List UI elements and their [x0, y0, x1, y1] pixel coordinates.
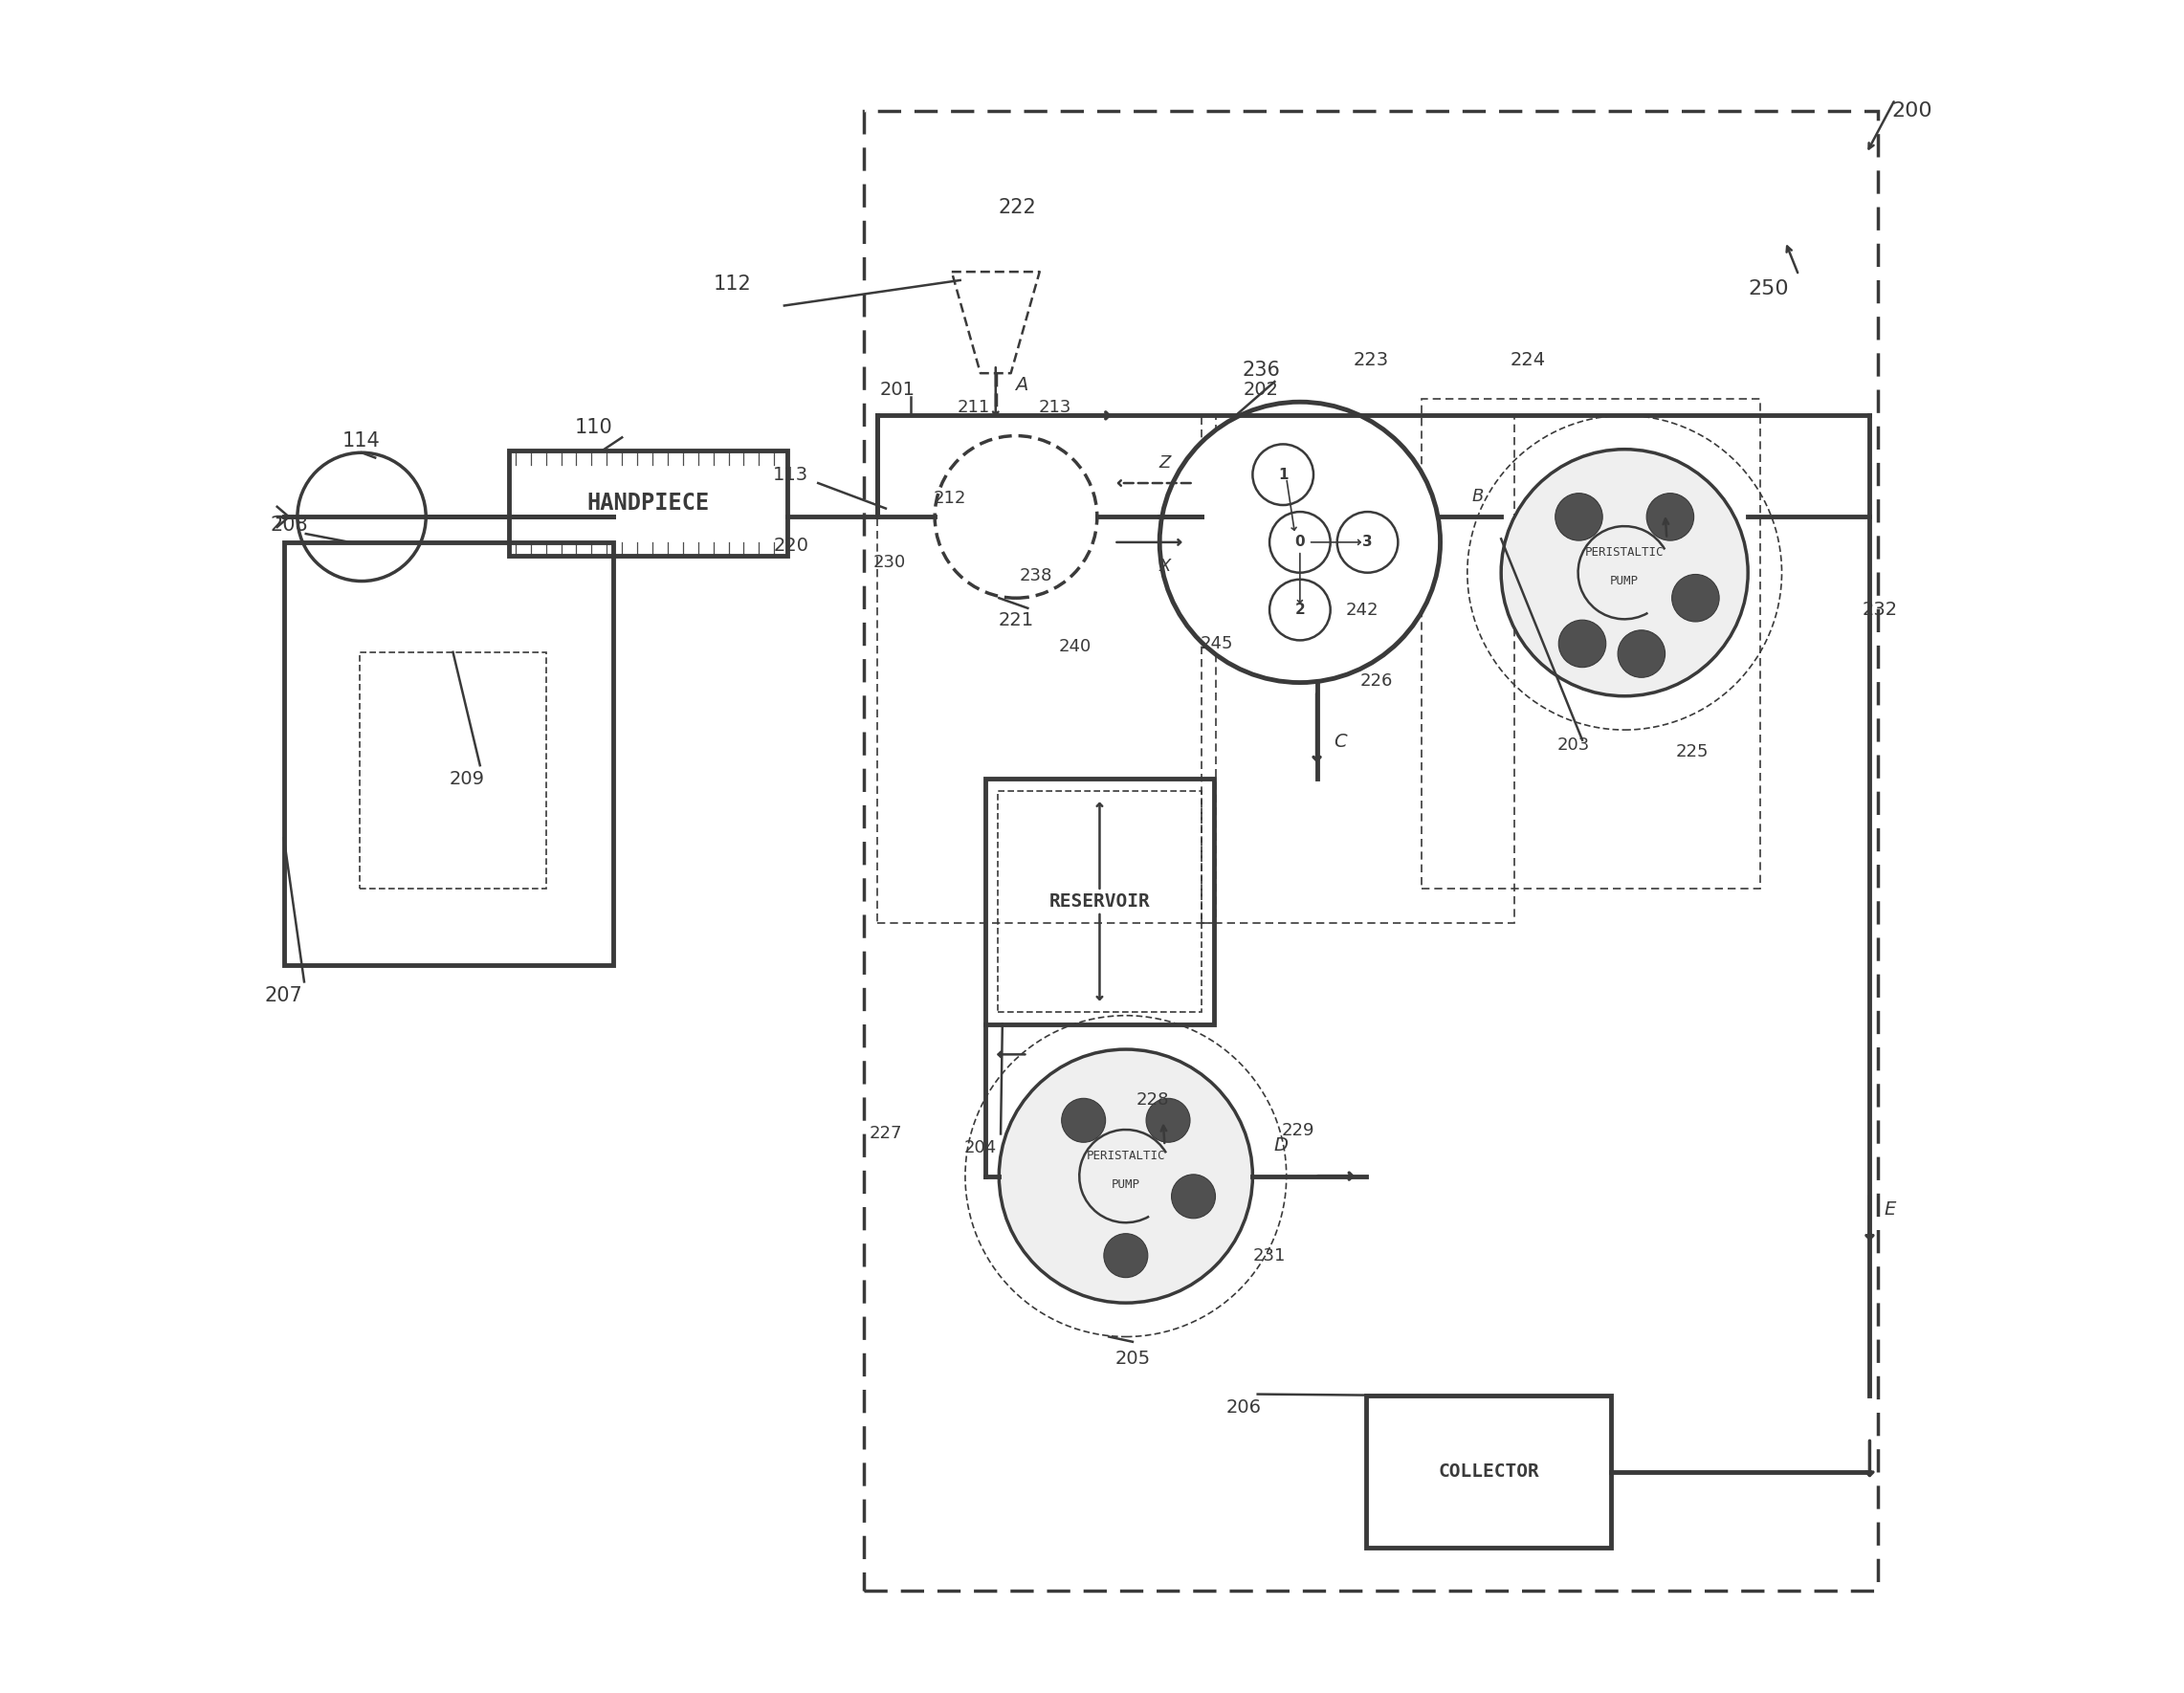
- Text: E: E: [1885, 1200, 1896, 1219]
- Text: 224: 224: [1511, 350, 1546, 369]
- Text: 206: 206: [1227, 1398, 1262, 1417]
- Text: 221: 221: [998, 611, 1033, 630]
- Text: PUMP: PUMP: [1610, 576, 1638, 587]
- Text: Z: Z: [1160, 454, 1171, 471]
- Text: PERISTALTIC: PERISTALTIC: [1085, 1150, 1166, 1161]
- Text: 220: 220: [773, 537, 808, 555]
- Circle shape: [1160, 401, 1439, 682]
- Text: 222: 222: [998, 198, 1037, 217]
- Text: X: X: [1160, 557, 1171, 574]
- Text: 3: 3: [1363, 535, 1374, 550]
- Circle shape: [1500, 449, 1747, 696]
- Text: 202: 202: [1243, 381, 1280, 400]
- Circle shape: [1061, 1099, 1105, 1143]
- Text: 203: 203: [1557, 736, 1590, 753]
- Circle shape: [1269, 511, 1330, 572]
- Circle shape: [1555, 493, 1603, 540]
- Text: 229: 229: [1282, 1122, 1315, 1139]
- Text: 250: 250: [1747, 279, 1789, 298]
- Text: 205: 205: [1114, 1349, 1151, 1368]
- Text: 242: 242: [1345, 601, 1378, 618]
- Text: 200: 200: [1891, 102, 1933, 120]
- Text: 238: 238: [1020, 567, 1053, 584]
- Text: 230: 230: [874, 554, 906, 571]
- Circle shape: [1103, 1234, 1149, 1278]
- Circle shape: [1647, 493, 1695, 540]
- Text: A: A: [1016, 376, 1026, 394]
- Text: COLLECTOR: COLLECTOR: [1437, 1463, 1540, 1481]
- Text: 240: 240: [1059, 638, 1092, 655]
- Text: 112: 112: [712, 274, 751, 293]
- Text: 113: 113: [773, 466, 808, 484]
- Text: 204: 204: [963, 1139, 996, 1156]
- Text: D: D: [1273, 1136, 1289, 1155]
- Text: 1: 1: [1278, 467, 1289, 483]
- Text: 212: 212: [933, 489, 968, 506]
- Circle shape: [1147, 1099, 1190, 1143]
- Circle shape: [1618, 630, 1664, 677]
- Circle shape: [1337, 511, 1398, 572]
- Circle shape: [1559, 620, 1605, 667]
- Text: 207: 207: [264, 985, 304, 1006]
- Text: RESERVOIR: RESERVOIR: [1048, 892, 1151, 911]
- Text: 114: 114: [343, 432, 380, 450]
- Text: PERISTALTIC: PERISTALTIC: [1586, 547, 1664, 559]
- Text: B: B: [1472, 488, 1483, 505]
- Text: 231: 231: [1254, 1248, 1286, 1265]
- Text: 227: 227: [869, 1126, 902, 1143]
- Text: 2: 2: [1295, 603, 1306, 616]
- Text: 201: 201: [880, 381, 915, 400]
- Circle shape: [1673, 574, 1719, 621]
- Circle shape: [998, 1050, 1254, 1304]
- Text: 223: 223: [1354, 350, 1389, 369]
- Circle shape: [935, 435, 1096, 598]
- Text: 110: 110: [574, 418, 612, 437]
- Text: 0: 0: [1295, 535, 1306, 550]
- Text: 208: 208: [271, 516, 308, 535]
- Text: 211: 211: [957, 398, 989, 415]
- Text: 228: 228: [1136, 1092, 1168, 1109]
- Text: 245: 245: [1201, 635, 1234, 652]
- Text: C: C: [1334, 733, 1348, 750]
- Text: PUMP: PUMP: [1112, 1178, 1140, 1190]
- Text: 225: 225: [1675, 743, 1708, 760]
- Text: 232: 232: [1863, 601, 1898, 620]
- Circle shape: [1269, 579, 1330, 640]
- Text: 236: 236: [1243, 361, 1280, 379]
- Circle shape: [1254, 444, 1313, 505]
- Circle shape: [1171, 1175, 1216, 1219]
- Text: 213: 213: [1037, 398, 1070, 415]
- Text: HANDPIECE: HANDPIECE: [587, 493, 710, 515]
- Text: 226: 226: [1361, 672, 1393, 689]
- Text: 209: 209: [448, 770, 485, 787]
